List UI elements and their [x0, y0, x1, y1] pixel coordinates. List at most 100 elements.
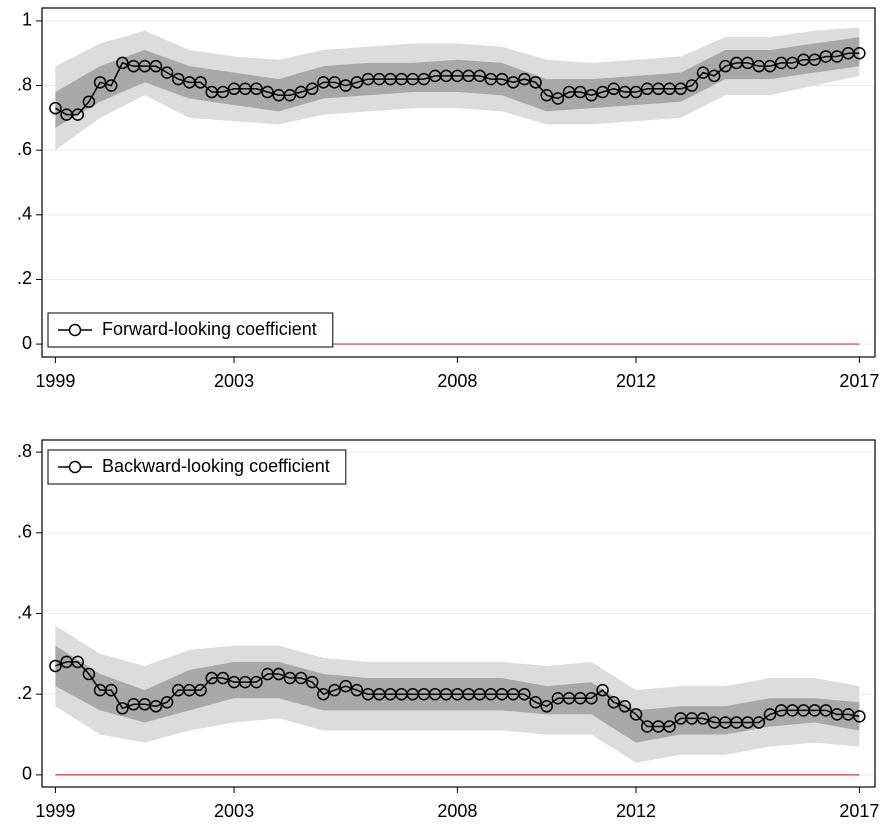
point: [194, 76, 207, 89]
point: [495, 72, 509, 86]
point: [250, 675, 263, 689]
point: [551, 92, 565, 105]
legend-box: [47, 312, 334, 348]
y-tick-label: .4: [17, 602, 32, 622]
point: [607, 696, 620, 709]
point: [160, 66, 174, 79]
point: [529, 76, 542, 89]
point: [104, 683, 118, 697]
legend-label: Backward-looking coefficient: [102, 456, 330, 476]
series-line: [55, 661, 860, 728]
x-tick-label: 2003: [214, 801, 254, 821]
point: [696, 66, 710, 79]
point: [629, 708, 643, 721]
y-tick-label: .6: [17, 139, 32, 159]
point: [272, 667, 285, 681]
point: [149, 700, 163, 713]
point: [294, 671, 308, 685]
x-tick-label: 2008: [437, 801, 477, 821]
y-tick-label: .2: [17, 683, 32, 703]
point: [339, 79, 352, 92]
point: [350, 76, 364, 89]
x-tick-label: 2012: [616, 371, 656, 391]
x-tick-label: 1999: [35, 801, 75, 821]
point: [585, 691, 598, 705]
point: [830, 50, 844, 63]
point: [819, 704, 833, 717]
point: [116, 702, 129, 715]
x-tick-label: 2008: [437, 371, 477, 391]
point: [283, 89, 297, 102]
point: [116, 56, 129, 70]
x-tick-label: 2003: [214, 371, 254, 391]
x-tick-label: 2012: [616, 801, 656, 821]
point: [71, 655, 84, 669]
point: [741, 56, 754, 70]
point: [328, 683, 341, 697]
point: [763, 708, 777, 721]
point: [763, 59, 777, 73]
point: [93, 76, 107, 89]
point: [71, 108, 84, 121]
point: [49, 101, 62, 115]
y-tick-label: 1: [22, 10, 32, 30]
point: [518, 72, 531, 86]
point: [719, 59, 732, 73]
point: [305, 82, 319, 96]
y-tick-label: .8: [17, 441, 32, 461]
point: [160, 696, 174, 709]
point: [685, 79, 699, 92]
point: [629, 85, 643, 99]
point: [417, 72, 431, 86]
point: [674, 82, 687, 96]
point: [529, 696, 542, 709]
x-tick-label: 2017: [839, 801, 879, 821]
point: [216, 85, 230, 99]
point: [752, 716, 766, 729]
y-tick-label: .6: [17, 522, 32, 542]
point: [350, 683, 364, 697]
point: [104, 79, 118, 92]
point: [506, 76, 520, 89]
y-tick-label: .8: [17, 74, 32, 94]
point: [171, 72, 185, 86]
point: [473, 69, 486, 83]
legend-box: [47, 449, 347, 485]
point: [250, 82, 263, 96]
point: [294, 85, 308, 99]
point: [853, 46, 866, 60]
plot-frame: [41, 439, 876, 788]
point: [82, 95, 96, 108]
point: [518, 687, 531, 701]
point: [663, 720, 676, 733]
point: [573, 85, 587, 99]
point: [585, 89, 598, 102]
point: [261, 85, 274, 99]
point: [194, 683, 207, 697]
point: [540, 89, 553, 102]
point: [216, 671, 230, 685]
y-tick-label: .4: [17, 204, 32, 224]
plot-frame: [41, 7, 876, 358]
point: [596, 683, 609, 697]
point: [607, 82, 620, 96]
point: [317, 687, 330, 701]
point: [305, 675, 319, 689]
point: [786, 56, 799, 70]
point: [49, 659, 62, 673]
point: [853, 710, 866, 723]
y-tick-label: 0: [22, 333, 32, 353]
point: [696, 712, 710, 725]
point: [540, 700, 553, 713]
legend-marker: [68, 460, 82, 474]
legend-marker: [68, 323, 82, 337]
y-tick-label: .2: [17, 268, 32, 288]
legend-label: Forward-looking coefficient: [102, 319, 317, 339]
confidence-band: [55, 37, 860, 128]
point: [618, 700, 632, 713]
point: [328, 76, 341, 89]
x-tick-label: 1999: [35, 371, 75, 391]
point: [339, 679, 352, 693]
point: [82, 667, 96, 681]
